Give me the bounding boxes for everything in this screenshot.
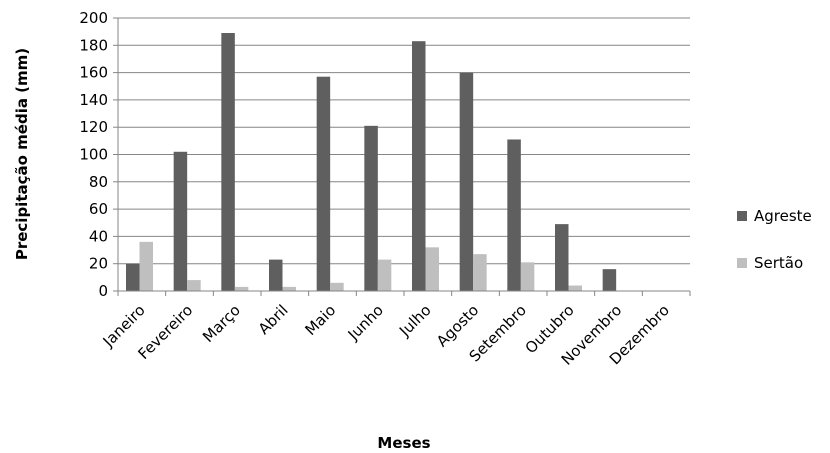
bar-agreste-agosto (459, 72, 474, 291)
y-tick-label: 100 (79, 146, 108, 164)
bar-agreste-maio (316, 76, 331, 291)
x-tick-label: Julho (395, 301, 434, 340)
bar-serto-janeiro (139, 241, 153, 291)
y-tick-label: 60 (89, 200, 108, 218)
x-tick-label: Maio (302, 301, 340, 339)
y-tick-label: 20 (89, 255, 108, 273)
bar-agreste-julho (412, 41, 426, 292)
bar-serto-abril (282, 286, 296, 291)
bar-serto-junho (377, 259, 392, 291)
bar-serto-setembro (520, 262, 535, 291)
bar-serto-maro (234, 286, 249, 291)
bar-serto-fevereiro (187, 280, 201, 291)
y-tick-label: 160 (79, 64, 108, 82)
y-tick-label: 140 (79, 91, 108, 109)
y-tick-label: 80 (89, 173, 108, 191)
y-tick-label: 40 (89, 227, 108, 245)
x-tick-label: Abril (255, 301, 292, 338)
x-tick-label: Junho (344, 301, 387, 344)
bar-agreste-maro (221, 33, 235, 291)
legend-swatch-serto (737, 258, 747, 268)
bar-agreste-novembro (602, 269, 617, 291)
axes (113, 17, 691, 296)
bar-serto-julho (425, 247, 439, 291)
y-tick-label: 200 (79, 9, 108, 27)
legend-label: Sertão (754, 254, 803, 272)
y-tick-label: 180 (79, 36, 108, 54)
grid-lines (118, 17, 690, 265)
bar-serto-maio (330, 282, 344, 291)
y-tick-label: 120 (79, 118, 108, 136)
bar-agreste-fevereiro (173, 151, 188, 291)
legend-swatch-agreste (737, 211, 747, 221)
bars (126, 33, 617, 292)
bar-agreste-janeiro (126, 263, 140, 291)
bar-agreste-abril (269, 259, 283, 291)
y-tick-label: 0 (98, 282, 108, 300)
bar-serto-agosto (473, 254, 487, 291)
legend-label: Agreste (754, 207, 812, 225)
x-tick-label: Março (199, 301, 244, 346)
bar-agreste-outubro (555, 224, 569, 291)
legend: Agreste Sertão (737, 207, 812, 272)
bar-agreste-setembro (507, 139, 521, 291)
y-tick-labels: 0 20 40 60 80 100 120 140 160 180 200 (79, 9, 108, 300)
bar-agreste-junho (364, 125, 378, 291)
y-axis-title: Precipitação média (mm) (13, 48, 31, 260)
bar-serto-outubro (568, 285, 582, 291)
x-axis-title: Meses (377, 434, 430, 452)
